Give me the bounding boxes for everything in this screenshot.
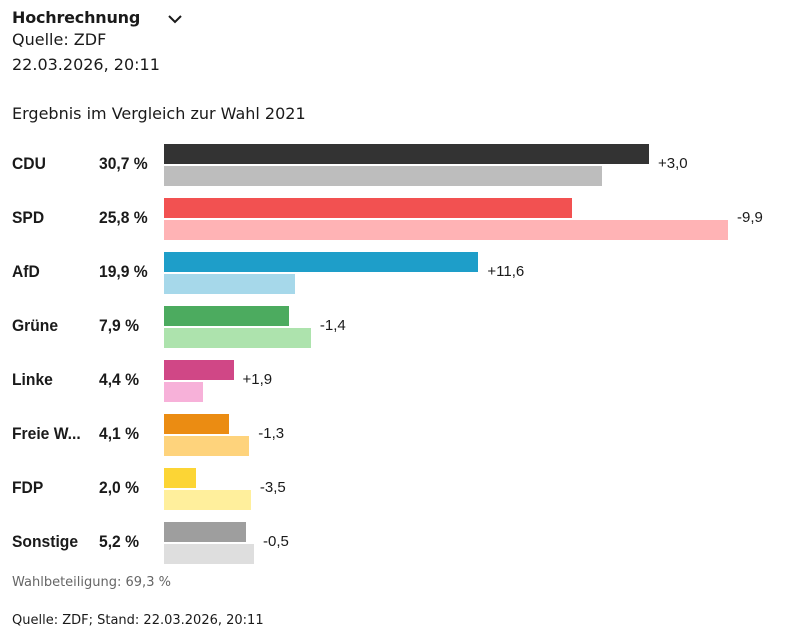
bar-current: [164, 468, 196, 488]
difference-label: +11,6: [487, 263, 525, 280]
bar-previous: [164, 274, 296, 294]
chevron-down-icon[interactable]: [166, 11, 184, 25]
title-row: Hochrechnung: [12, 8, 184, 27]
party-percent-label: 5,2 %: [99, 532, 140, 551]
chart-header: Hochrechnung Quelle: ZDF 22.03.2026, 20:…: [12, 8, 184, 77]
bar-previous: [164, 544, 255, 564]
party-percent-label: 19,9 %: [99, 262, 148, 281]
party-label: SPD: [12, 208, 45, 227]
party-label: FDP: [12, 478, 44, 497]
bar-current: [164, 144, 649, 164]
difference-label: -9,9: [737, 209, 763, 226]
bar-previous: [164, 220, 728, 240]
bar-previous: [164, 328, 311, 348]
difference-label: +3,0: [658, 155, 688, 172]
party-label: CDU: [12, 154, 46, 173]
bar-current: [164, 306, 289, 326]
difference-label: -0,5: [263, 533, 289, 550]
bar-current: [164, 198, 572, 218]
party-percent-label: 25,8 %: [99, 208, 148, 227]
party-percent-label: 7,9 %: [99, 316, 140, 335]
bar-current: [164, 522, 247, 542]
party-label: Grüne: [12, 316, 59, 335]
bar-previous: [164, 436, 250, 456]
turnout-label: Wahlbeteiligung: 69,3 %: [12, 575, 171, 590]
difference-label: -3,5: [259, 479, 286, 496]
chart-type-title: Hochrechnung: [12, 8, 141, 27]
difference-label: +1,9: [242, 371, 273, 388]
bar-current: [164, 360, 234, 380]
party-percent-label: 4,1 %: [99, 424, 140, 443]
datetime-line: 22.03.2026, 20:11: [12, 55, 160, 74]
party-label: Linke: [12, 370, 53, 389]
chart-subtitle: Ergebnis im Vergleich zur Wahl 2021: [12, 104, 306, 123]
party-label: AfD: [12, 262, 40, 281]
party-label: Sonstige: [12, 532, 79, 551]
party-percent-label: 30,7 %: [99, 154, 148, 173]
bar-previous: [164, 490, 251, 510]
bar-previous: [164, 166, 602, 186]
party-percent-label: 4,4 %: [99, 370, 140, 389]
footer-source: Quelle: ZDF; Stand: 22.03.2026, 20:11: [12, 613, 264, 628]
party-label: Freie W...: [12, 424, 81, 443]
difference-label: -1,3: [258, 425, 285, 442]
party-percent-label: 2,0 %: [99, 478, 140, 497]
bar-current: [164, 252, 479, 272]
bar-previous: [164, 382, 204, 402]
source-line: Quelle: ZDF: [12, 30, 107, 49]
difference-label: -1,4: [319, 317, 346, 334]
bar-current: [164, 414, 229, 434]
